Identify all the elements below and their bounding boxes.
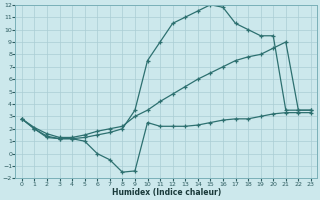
X-axis label: Humidex (Indice chaleur): Humidex (Indice chaleur)	[112, 188, 221, 197]
